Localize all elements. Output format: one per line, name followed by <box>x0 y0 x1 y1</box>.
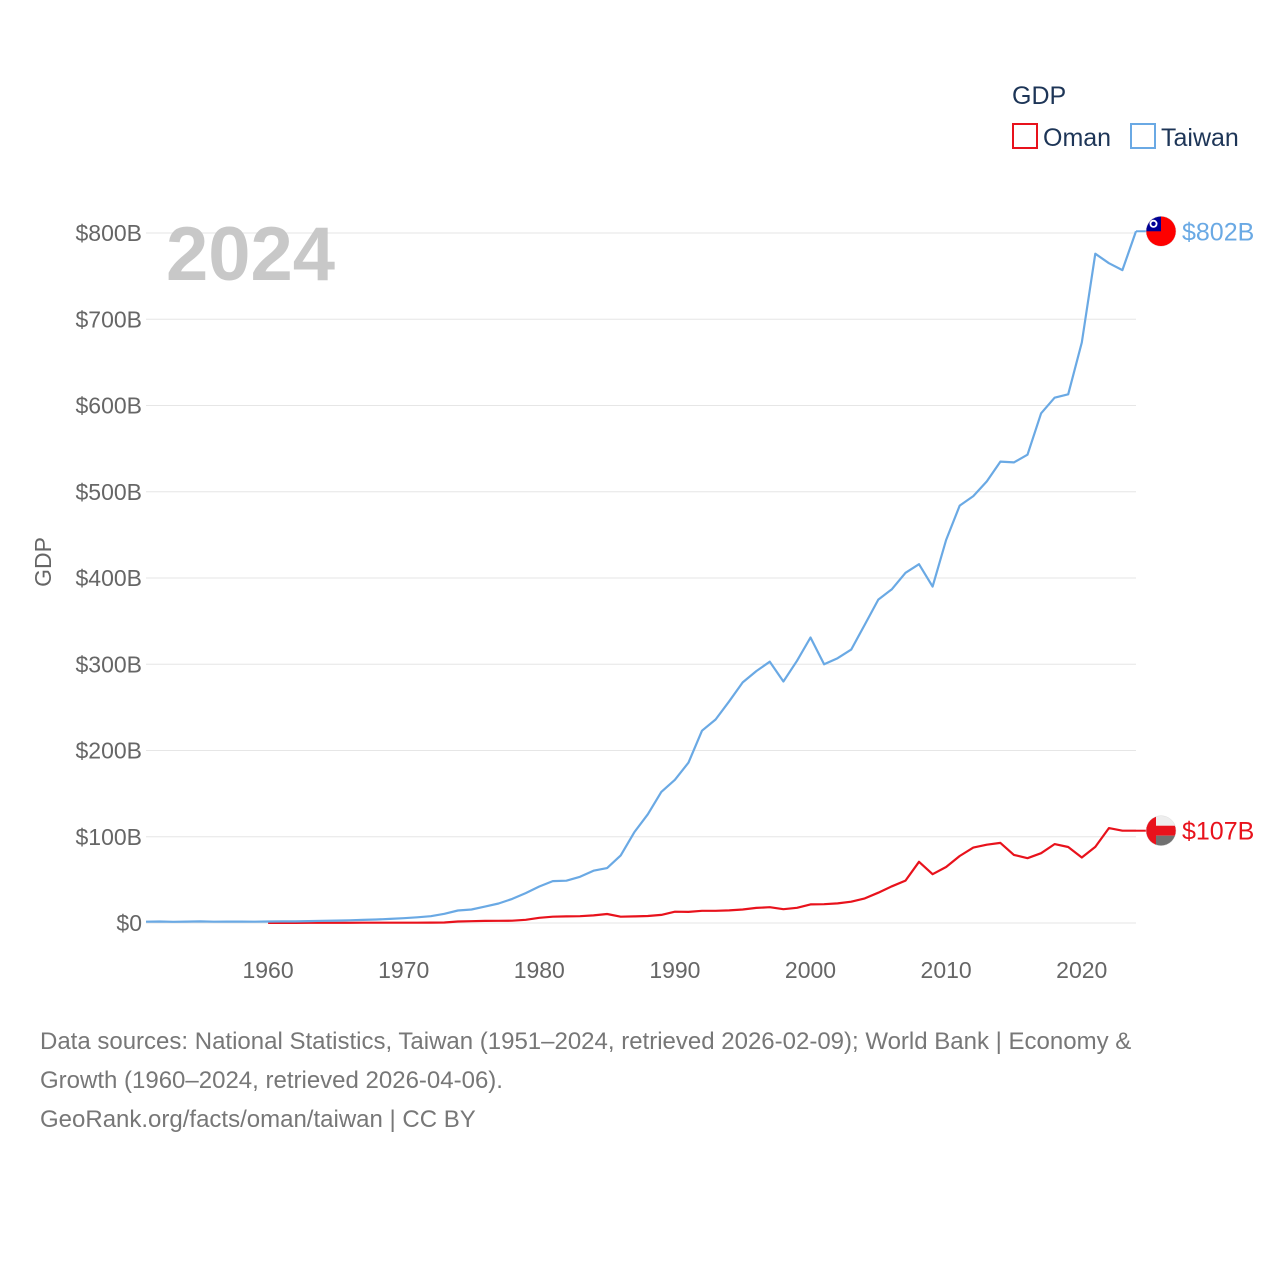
legend-label-oman: Oman <box>1043 124 1111 152</box>
legend-title: GDP <box>1012 82 1066 110</box>
series-lines <box>145 230 1138 925</box>
legend-item-taiwan[interactable]: Taiwan <box>1130 123 1239 152</box>
source-line: Growth (1960–2024, retrieved 2026-04-06)… <box>40 1067 503 1094</box>
y-axis: $0 $100B $200B $300B $400B $500B $600B $700B $80… <box>75 220 142 936</box>
series-line-oman <box>268 826 1136 925</box>
source-note: Data sources: National Statistics, Taiwa… <box>40 1022 1240 1139</box>
end-label-taiwan: $802B <box>1182 218 1254 246</box>
gridlines <box>146 232 1136 924</box>
x-tick-label: 2000 <box>785 957 836 983</box>
y-axis-title: GDP <box>30 537 56 587</box>
taiwan-flag-icon <box>1145 216 1177 247</box>
y-tick-label: $200B <box>75 738 142 764</box>
y-tick-label: $600B <box>75 393 142 419</box>
x-tick-label: 1980 <box>514 957 565 983</box>
y-tick-label: $500B <box>75 479 142 505</box>
oman-flag-icon <box>1145 815 1177 846</box>
year-label: 2024 <box>166 212 335 297</box>
y-tick-label: $800B <box>75 220 142 246</box>
x-tick-label: 1990 <box>649 957 700 983</box>
legend-swatch-taiwan <box>1130 123 1156 149</box>
y-tick-label: $100B <box>75 824 142 850</box>
end-label-oman: $107B <box>1182 818 1254 846</box>
source-line: Data sources: National Statistics, Taiwa… <box>40 1028 1132 1055</box>
x-tick-label: 1960 <box>242 957 293 983</box>
y-tick-label: $0 <box>116 910 142 936</box>
legend-swatch-oman <box>1012 123 1038 149</box>
legend-label-taiwan: Taiwan <box>1161 124 1239 152</box>
source-line: GeoRank.org/facts/oman/taiwan | CC BY <box>40 1106 476 1133</box>
y-tick-label: $300B <box>75 651 142 677</box>
y-tick-label: $400B <box>75 565 142 591</box>
x-tick-label: 2010 <box>921 957 972 983</box>
end-markers: $107B $802B <box>1136 216 1254 846</box>
y-tick-label: $700B <box>75 306 142 332</box>
x-axis: 1960 1970 1980 1990 2000 2010 2020 <box>242 957 1107 983</box>
series-line-taiwan <box>145 230 1138 923</box>
legend-item-oman[interactable]: Oman <box>1012 123 1111 152</box>
x-tick-label: 1970 <box>378 957 429 983</box>
legend: GDP Oman Taiwan <box>1012 82 1239 152</box>
x-tick-label: 2020 <box>1056 957 1107 983</box>
